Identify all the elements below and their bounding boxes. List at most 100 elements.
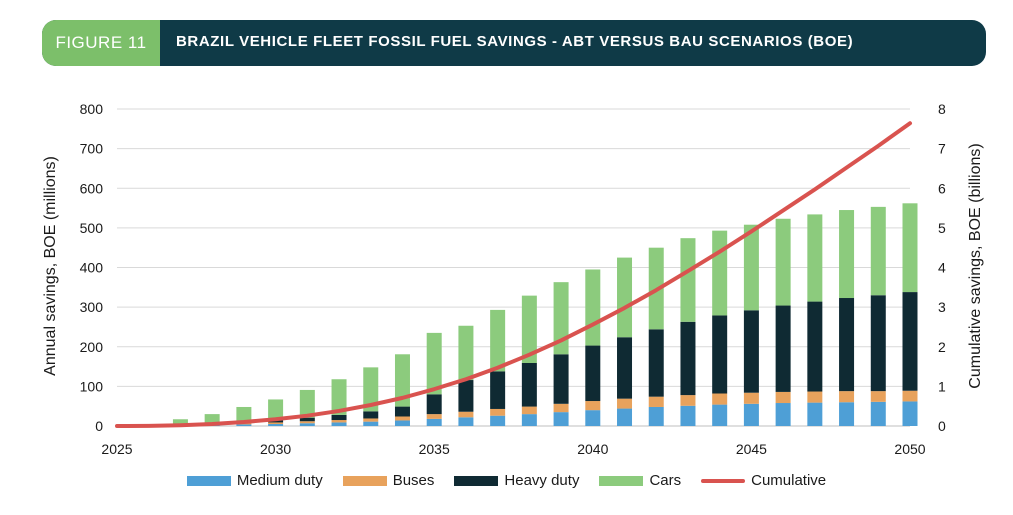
bar-medium-duty: [807, 402, 823, 426]
bar-heavy-duty: [458, 380, 474, 412]
bar-medium-duty: [426, 418, 442, 426]
bar-cars: [743, 224, 759, 311]
bar-medium-duty: [680, 405, 696, 426]
y2-tick-label: 8: [938, 101, 946, 117]
bar-medium-duty: [743, 403, 759, 426]
bar-medium-duty: [839, 402, 855, 426]
bar-cars: [363, 367, 379, 412]
bar-cars: [775, 218, 791, 306]
bar-cars: [236, 406, 252, 423]
bar-heavy-duty: [839, 298, 855, 392]
bar-cars: [394, 354, 410, 407]
bar-buses: [617, 398, 633, 409]
bar-cars: [585, 269, 601, 346]
bar-medium-duty: [363, 421, 379, 426]
y-tick-label: 500: [80, 220, 104, 236]
legend-swatch-medium-duty: [186, 475, 231, 486]
bar-heavy-duty: [617, 337, 633, 399]
bar-medium-duty: [712, 404, 728, 426]
bar-cars: [839, 210, 855, 299]
bar-medium-duty: [490, 415, 506, 426]
x-axis: 2025 2030 2035 2040 2045 2050: [101, 441, 925, 457]
y2-tick-label: 1: [938, 378, 946, 394]
bar-buses: [490, 408, 506, 416]
bar-cars: [299, 389, 315, 418]
bar-heavy-duty: [648, 329, 664, 397]
cumulative-line: [115, 121, 912, 428]
bar-buses: [299, 421, 315, 424]
x-tick-label: 2035: [419, 441, 450, 457]
bar-cars: [521, 295, 537, 363]
bar-buses: [394, 416, 410, 421]
y-tick-label: 0: [95, 418, 103, 434]
x-tick-label: 2025: [101, 441, 132, 457]
bar-medium-duty: [648, 406, 664, 426]
y2-tick-label: 0: [938, 418, 946, 434]
bar-cars: [553, 282, 569, 355]
bar-medium-duty: [775, 403, 791, 426]
legend-label-cumulative: Cumulative: [751, 472, 827, 489]
bar-cars: [617, 257, 633, 338]
bar-heavy-duty: [902, 292, 918, 391]
chart-title: BRAZIL VEHICLE FLEET FOSSIL FUEL SAVINGS…: [176, 33, 854, 50]
bar-cars: [426, 332, 442, 395]
bar-medium-duty: [331, 422, 347, 426]
bar-cars: [807, 214, 823, 302]
bar-heavy-duty: [680, 321, 696, 396]
bar-buses: [839, 391, 855, 403]
y2-tick-label: 5: [938, 220, 946, 236]
legend-item-heavy-duty: Heavy duty: [454, 472, 579, 489]
cumulative-line-group: [115, 121, 912, 428]
y-tick-label: 100: [80, 378, 104, 394]
bar-medium-duty: [870, 401, 886, 426]
bar-medium-duty: [585, 410, 601, 426]
bar-buses: [426, 414, 442, 419]
bar-buses: [458, 411, 474, 418]
bar-buses: [363, 418, 379, 422]
bar-heavy-duty: [331, 414, 347, 421]
bar-heavy-duty: [363, 411, 379, 419]
y2-tick-label: 4: [938, 260, 946, 276]
x-tick-label: 2045: [736, 441, 767, 457]
y2-tick-label: 6: [938, 180, 946, 196]
bar-heavy-duty: [775, 305, 791, 392]
legend-label-buses: Buses: [392, 472, 435, 489]
bars: [141, 203, 918, 426]
bar-buses: [585, 401, 601, 411]
bar-medium-duty: [553, 412, 569, 426]
bar-buses: [553, 403, 569, 413]
gridlines: [117, 108, 910, 427]
bar-heavy-duty: [490, 371, 506, 409]
bar-medium-duty: [236, 424, 252, 426]
bar-cars: [458, 325, 474, 381]
bar-buses: [902, 390, 918, 402]
y-tick-label: 600: [80, 180, 104, 196]
legend-swatch-heavy-duty: [454, 475, 499, 486]
bar-heavy-duty: [743, 310, 759, 393]
legend-item-cars: Cars: [599, 472, 681, 489]
bar-cars: [268, 399, 284, 421]
y-tick-label: 400: [80, 260, 104, 276]
bar-buses: [712, 393, 728, 405]
bar-buses: [680, 395, 696, 406]
bar-buses: [870, 391, 886, 402]
bar-heavy-duty: [521, 362, 537, 407]
figure-tag-label: FIGURE 11: [55, 33, 147, 52]
legend-label-cars: Cars: [649, 472, 682, 489]
y-tick-label: 700: [80, 141, 104, 157]
legend: Medium duty Buses Heavy duty Cars Cumula…: [0, 472, 1013, 489]
bar-medium-duty: [268, 424, 284, 426]
x-tick-label: 2040: [577, 441, 608, 457]
bar-heavy-duty: [426, 394, 442, 415]
bar-cars: [902, 203, 918, 293]
legend-item-medium-duty: Medium duty: [186, 472, 323, 489]
y-axis-right: 0 1 2 3 4 5 6 7 8: [938, 101, 946, 434]
y2-tick-label: 3: [938, 299, 946, 315]
y2-tick-label: 2: [938, 339, 946, 355]
bar-medium-duty: [394, 420, 410, 426]
x-tick-label: 2030: [260, 441, 291, 457]
y-axis-title: Annual savings, BOE (millions): [42, 156, 59, 376]
bar-medium-duty: [521, 414, 537, 426]
bar-heavy-duty: [553, 354, 569, 404]
legend-label-heavy-duty: Heavy duty: [504, 472, 580, 489]
